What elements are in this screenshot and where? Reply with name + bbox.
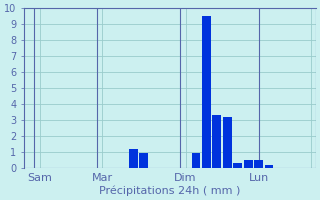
Bar (140, 153, 148, 168)
Bar (192, 153, 200, 168)
Bar (254, 160, 263, 168)
Bar (244, 160, 252, 168)
Bar (129, 149, 138, 168)
Bar (212, 115, 221, 168)
Bar (202, 16, 211, 168)
Bar (223, 117, 232, 168)
Bar (233, 163, 242, 168)
Bar (265, 165, 273, 168)
X-axis label: Précipitations 24h ( mm ): Précipitations 24h ( mm ) (99, 185, 241, 196)
